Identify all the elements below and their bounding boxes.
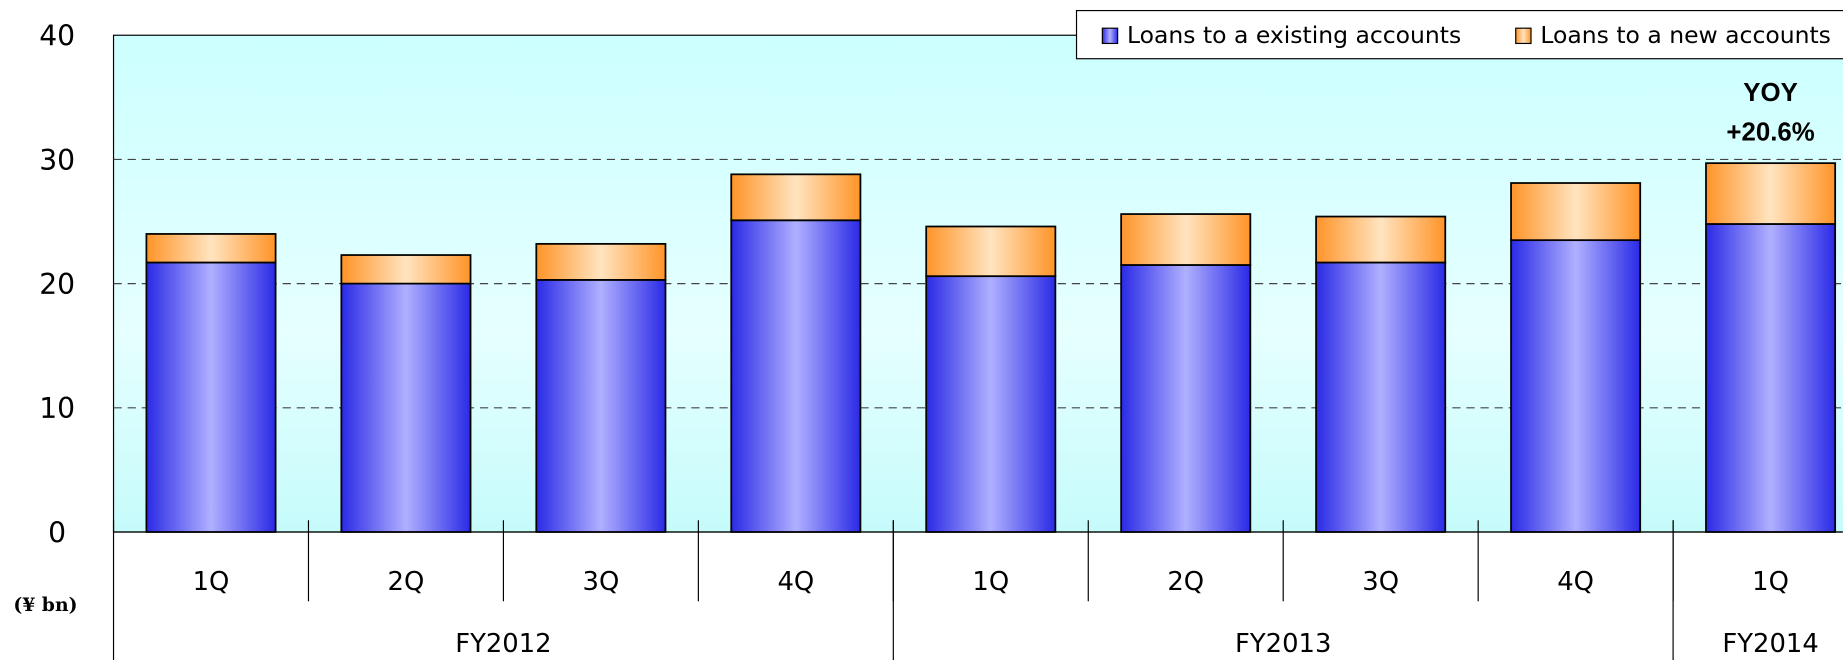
unit-label: (¥ bn) [13, 594, 77, 616]
x-tick-label: 1Q [972, 567, 1009, 597]
bar-segment [730, 219, 862, 533]
bar-segment [1510, 182, 1642, 242]
bar-segment [730, 173, 862, 222]
x-tick-label: 3Q [583, 567, 620, 597]
bar-segment [1315, 215, 1447, 264]
annotation: +20.6% [1726, 119, 1814, 147]
legend-box [1075, 9, 1843, 60]
x-tick-label: 1Q [193, 567, 230, 597]
x-tick-label: 1Q [1752, 567, 1789, 597]
y-tick-label: 40 [39, 20, 75, 53]
bar-segment [1705, 162, 1837, 225]
bar-segment [925, 275, 1057, 533]
x-tick-label: 2Q [388, 567, 425, 597]
bar-segment [1120, 213, 1252, 266]
bar-segment [1120, 264, 1252, 533]
bar-segment [145, 233, 277, 264]
legend-swatch [1101, 27, 1119, 45]
bar-segment [340, 282, 472, 533]
group-label: FY2014 [1722, 629, 1818, 659]
group-label: FY2012 [455, 629, 551, 659]
y-tick-label: 10 [39, 392, 75, 425]
annotation: YOY [1743, 79, 1798, 107]
bar-segment [925, 225, 1057, 278]
legend-swatch [1515, 27, 1532, 45]
x-tick-label: 4Q [1557, 567, 1594, 597]
x-tick-label: 2Q [1167, 567, 1204, 597]
y-tick-label: 30 [39, 144, 75, 177]
bar-segment [1705, 223, 1837, 533]
legend-label: Loans to a new accounts [1540, 21, 1831, 49]
bar-segment [535, 279, 667, 533]
group-label: FY2013 [1235, 629, 1331, 659]
bar-segment [145, 261, 277, 533]
x-tick-label: 4Q [777, 567, 814, 597]
legend-label: Loans to a existing accounts [1127, 21, 1461, 49]
bar-segment [1510, 239, 1642, 533]
bar-segment [340, 254, 472, 285]
bar-segment [535, 242, 667, 281]
x-tick-label: 3Q [1362, 567, 1399, 597]
y-tick-label: 0 [48, 516, 66, 549]
bar-segment [1315, 261, 1447, 533]
y-tick-label: 20 [39, 268, 75, 301]
